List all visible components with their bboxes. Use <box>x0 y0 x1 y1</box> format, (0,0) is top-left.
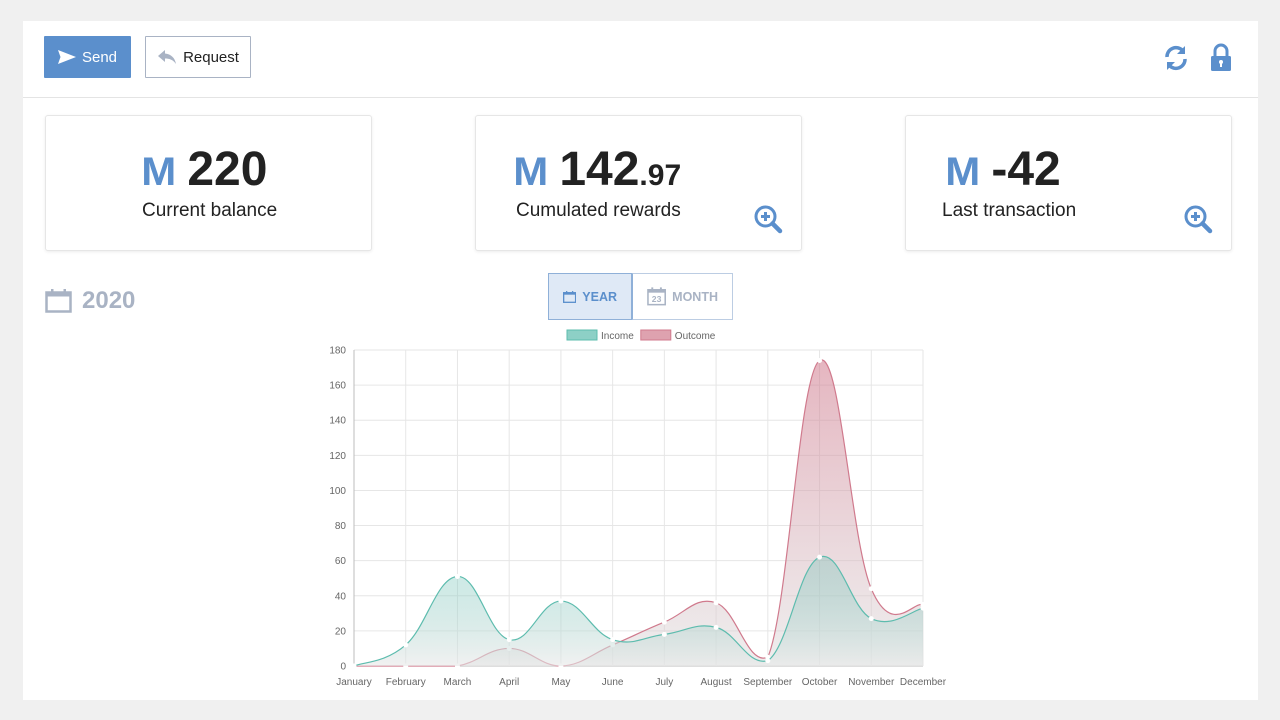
year-label: 2020 <box>82 287 136 314</box>
legend-label-income: Income <box>601 331 634 342</box>
data-point[interactable] <box>558 598 564 604</box>
x-tick-label: November <box>848 677 895 688</box>
data-point[interactable] <box>403 642 409 648</box>
balance-value: 220 <box>187 143 268 196</box>
data-point[interactable] <box>610 637 616 643</box>
data-point[interactable] <box>817 554 823 560</box>
y-tick-label: 40 <box>335 591 347 602</box>
calendar-day-icon: 23 <box>647 287 666 306</box>
legend-swatch-income <box>566 329 598 341</box>
calendar-icon <box>563 290 577 303</box>
y-tick-label: 100 <box>329 486 346 497</box>
reply-icon <box>158 50 177 64</box>
x-tick-label: June <box>602 677 624 688</box>
data-point[interactable] <box>868 586 874 592</box>
rewards-value: 142 <box>559 143 640 196</box>
y-tick-label: 60 <box>335 556 347 567</box>
chart-legend: Income Outcome <box>566 329 716 342</box>
x-tick-label: July <box>655 677 673 688</box>
year-toggle-button[interactable]: YEAR <box>548 273 632 320</box>
zoom-in-icon[interactable] <box>1183 204 1213 234</box>
data-point[interactable] <box>454 573 460 579</box>
chart-ticks: 0 20 40 60 80 100 120 140 160 180 January February M… <box>329 346 946 689</box>
y-tick-label: 20 <box>335 626 347 637</box>
paper-plane-icon <box>57 50 76 64</box>
refresh-icon[interactable] <box>1161 43 1191 73</box>
last-transaction-value: -42 <box>991 143 1061 196</box>
y-tick-label: 120 <box>329 451 346 462</box>
period-toggle: YEAR 23 MONTH <box>548 273 733 320</box>
currency-logo: M <box>945 150 980 194</box>
lock-icon[interactable] <box>1206 43 1236 73</box>
rewards-amount: M 142 .97 <box>513 142 682 197</box>
year-indicator: 2020 <box>45 287 135 315</box>
currency-logo: M <box>141 150 176 194</box>
legend-swatch-outcome <box>640 329 672 341</box>
send-button[interactable]: Send <box>44 36 131 78</box>
legend-label-outcome: Outcome <box>675 331 716 342</box>
balance-label: Current balance <box>142 200 278 221</box>
data-point[interactable] <box>920 602 926 608</box>
send-label: Send <box>81 48 118 66</box>
last-transaction-amount: M -42 <box>945 142 1061 197</box>
currency-logo: M <box>513 150 548 194</box>
rewards-label: Cumulated rewards <box>516 200 681 221</box>
month-icon-day: 23 <box>652 294 662 304</box>
year-toggle-label: YEAR <box>582 289 617 304</box>
series-area-income <box>354 556 923 666</box>
y-tick-label: 160 <box>329 381 346 392</box>
data-point[interactable] <box>661 619 667 625</box>
x-tick-label: October <box>802 677 838 688</box>
x-tick-label: August <box>701 677 732 688</box>
x-tick-label: May <box>551 677 570 688</box>
y-tick-label: 140 <box>329 416 346 427</box>
zoom-in-icon[interactable] <box>753 204 783 234</box>
balance-amount: M 220 <box>141 142 268 197</box>
chart-areas <box>351 358 926 669</box>
app-window: Send Request M <box>23 21 1258 700</box>
rewards-card: M 142 .97 Cumulated rewards <box>475 115 802 251</box>
data-point[interactable] <box>868 616 874 622</box>
toolbar: Send Request <box>23 21 1258 98</box>
x-tick-label: February <box>386 677 426 688</box>
data-point[interactable] <box>713 624 719 630</box>
last-transaction-card: M -42 Last transaction <box>905 115 1232 251</box>
x-tick-label: March <box>444 677 472 688</box>
data-point[interactable] <box>765 658 771 664</box>
income-outcome-chart: Income Outcome 0 20 40 60 80 100 120 140 160 180 Ja… <box>329 329 947 689</box>
x-tick-label: April <box>499 677 519 688</box>
data-point[interactable] <box>765 654 771 660</box>
data-point[interactable] <box>920 605 926 611</box>
request-button[interactable]: Request <box>145 36 251 78</box>
request-label: Request <box>183 48 239 66</box>
calendar-icon <box>45 289 72 313</box>
last-transaction-label: Last transaction <box>942 200 1077 221</box>
x-tick-label: January <box>336 677 372 688</box>
x-tick-label: December <box>900 677 947 688</box>
data-point[interactable] <box>817 358 823 364</box>
month-toggle-label: MONTH <box>672 289 718 304</box>
data-point[interactable] <box>713 600 719 606</box>
y-tick-label: 180 <box>329 346 346 357</box>
balance-card: M 220 Current balance <box>45 115 372 251</box>
y-tick-label: 0 <box>340 662 346 673</box>
y-tick-label: 80 <box>335 521 347 532</box>
data-point[interactable] <box>661 631 667 637</box>
data-point[interactable] <box>351 663 357 669</box>
rewards-decimal: .97 <box>639 159 682 192</box>
data-point[interactable] <box>506 637 512 643</box>
month-toggle-button[interactable]: 23 MONTH <box>632 273 733 320</box>
x-tick-label: September <box>743 677 793 688</box>
